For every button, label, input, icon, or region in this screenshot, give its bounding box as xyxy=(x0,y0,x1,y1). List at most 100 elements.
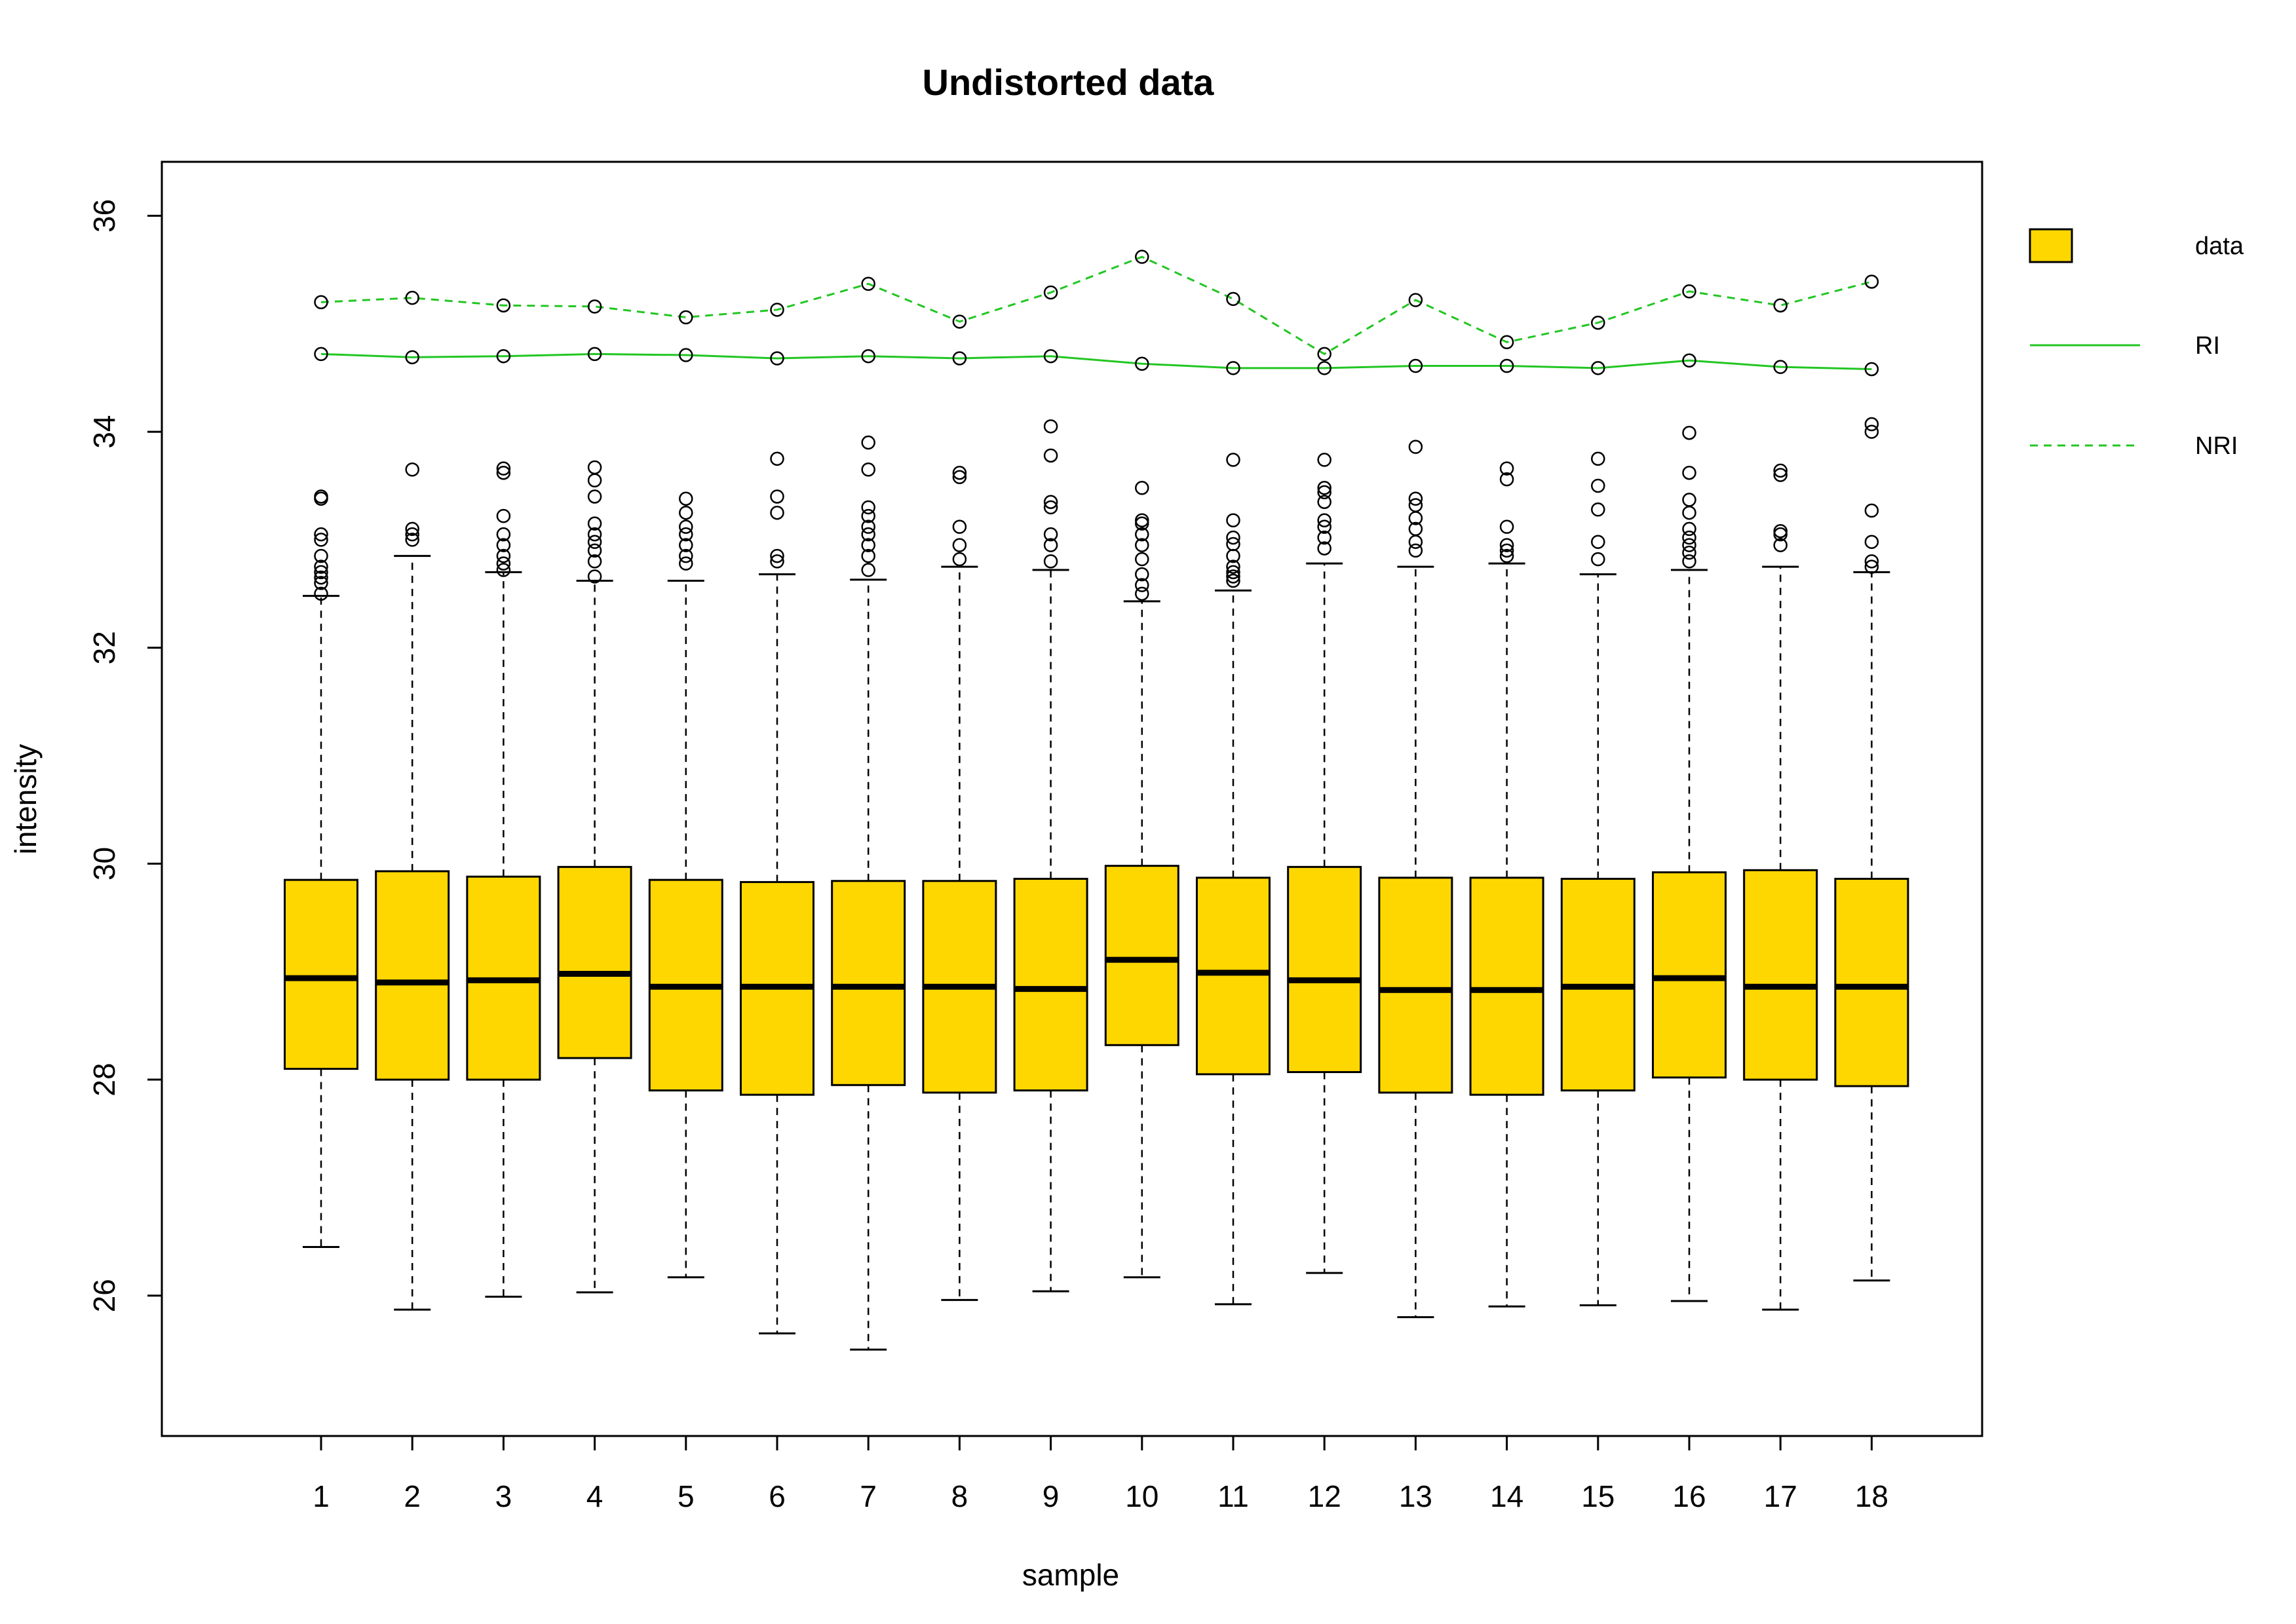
outlier-point xyxy=(1682,530,1696,545)
x-tick-label: 14 xyxy=(1490,1479,1523,1513)
outlier-point xyxy=(1226,513,1240,527)
series-point-nri xyxy=(1682,284,1696,299)
outlier-point xyxy=(1135,586,1149,601)
box xyxy=(1834,877,1909,1087)
box-group-5 xyxy=(648,491,723,1279)
outlier-point xyxy=(1682,545,1696,560)
outlier-point xyxy=(405,533,419,547)
outlier-point xyxy=(1317,530,1331,545)
legend-label: data xyxy=(2195,233,2244,260)
outlier-point xyxy=(496,556,511,571)
outlier-point xyxy=(1317,453,1331,467)
outlier-point xyxy=(679,548,693,563)
box-group-11 xyxy=(1196,453,1271,1306)
outlier-point xyxy=(770,505,784,520)
outlier-point xyxy=(587,527,602,542)
chart-title: Undistorted data xyxy=(923,62,1215,103)
series-point-nri xyxy=(952,314,967,329)
series-point-nri xyxy=(496,298,511,312)
outlier-point xyxy=(587,473,602,487)
outlier-point xyxy=(1591,451,1605,466)
series-point-nri xyxy=(1591,315,1605,330)
series-point-nri xyxy=(1043,285,1058,300)
legend-swatch-box xyxy=(2029,228,2073,263)
outlier-point xyxy=(1864,503,1879,518)
outlier-point xyxy=(1682,538,1696,552)
outlier-point xyxy=(314,586,328,601)
series-point-ri xyxy=(1499,358,1514,373)
series-point-ri xyxy=(314,347,328,362)
y-tick-label: 34 xyxy=(87,415,121,448)
box-group-4 xyxy=(557,460,632,1294)
box xyxy=(1196,877,1271,1076)
x-tick-label: 10 xyxy=(1125,1479,1158,1513)
outlier-point xyxy=(314,527,328,542)
outlier-point xyxy=(587,535,602,549)
outlier-point xyxy=(1773,523,1788,538)
x-tick-label: 12 xyxy=(1308,1479,1341,1513)
series-point-ri xyxy=(496,349,511,364)
outlier-point xyxy=(405,463,419,477)
outlier-point xyxy=(1135,578,1149,592)
box-group-3 xyxy=(466,461,541,1298)
outlier-point xyxy=(587,516,602,531)
outlier-point xyxy=(1408,498,1423,512)
outlier-point xyxy=(1408,491,1423,506)
box-group-13 xyxy=(1378,440,1453,1319)
series-point-nri xyxy=(770,303,784,317)
series-point-nri xyxy=(861,276,875,292)
x-tick-label: 5 xyxy=(678,1479,695,1513)
outlier-point xyxy=(1226,537,1240,552)
outlier-point xyxy=(1682,505,1696,520)
series-point-ri xyxy=(861,349,875,364)
outlier-point xyxy=(1499,548,1514,563)
x-tick-label: 7 xyxy=(860,1479,877,1513)
y-tick-label: 30 xyxy=(87,847,121,880)
outlier-point xyxy=(1864,559,1879,574)
series-point-ri xyxy=(1317,361,1331,375)
outlier-point xyxy=(679,491,693,506)
outlier-point xyxy=(1317,495,1331,509)
outlier-point xyxy=(952,538,967,552)
outlier-point xyxy=(1043,500,1058,515)
series-point-nri xyxy=(1226,292,1240,307)
outlier-point xyxy=(587,489,602,504)
box-group-18 xyxy=(1834,417,1909,1282)
outlier-point xyxy=(1682,425,1696,440)
series-point-nri xyxy=(1135,250,1149,264)
series-point-ri xyxy=(1591,361,1605,375)
x-axis-label: sample xyxy=(1022,1558,1119,1592)
outlier-point xyxy=(1408,543,1423,558)
series-layer xyxy=(314,250,1879,377)
outlier-point xyxy=(861,508,875,523)
series-point-ri xyxy=(679,348,693,362)
series-point-ri xyxy=(1682,353,1696,368)
x-tick-label: 18 xyxy=(1855,1479,1888,1513)
box-group-16 xyxy=(1652,425,1727,1302)
outlier-point xyxy=(952,519,967,534)
series-line-nri xyxy=(320,255,1872,356)
series-point-nri xyxy=(314,295,328,310)
outlier-point xyxy=(1773,538,1788,552)
outlier-point xyxy=(861,435,875,450)
outlier-point xyxy=(770,489,784,504)
x-axis: 1 2 3 4 5 6 7 8 9 10 11 12 13 14 15 16 17 18 xyxy=(313,1435,1888,1513)
outlier-point xyxy=(861,548,875,563)
outlier-point xyxy=(1135,538,1149,552)
box-group-8 xyxy=(922,465,997,1301)
outlier-point xyxy=(770,451,784,466)
outlier-point xyxy=(496,538,511,552)
legend-label: NRI xyxy=(2195,432,2238,460)
series-point-ri xyxy=(1864,362,1879,377)
outlier-point xyxy=(1682,493,1696,507)
y-tick-label: 32 xyxy=(87,631,121,664)
series-point-ri xyxy=(770,351,784,366)
outlier-point xyxy=(952,552,967,567)
outlier-point xyxy=(587,543,602,558)
outlier-point xyxy=(1226,565,1240,580)
outlier-point xyxy=(1682,554,1696,569)
outlier-point xyxy=(679,519,693,534)
outlier-point xyxy=(314,570,328,585)
x-tick-label: 9 xyxy=(1043,1479,1060,1513)
box-group-2 xyxy=(375,463,450,1311)
